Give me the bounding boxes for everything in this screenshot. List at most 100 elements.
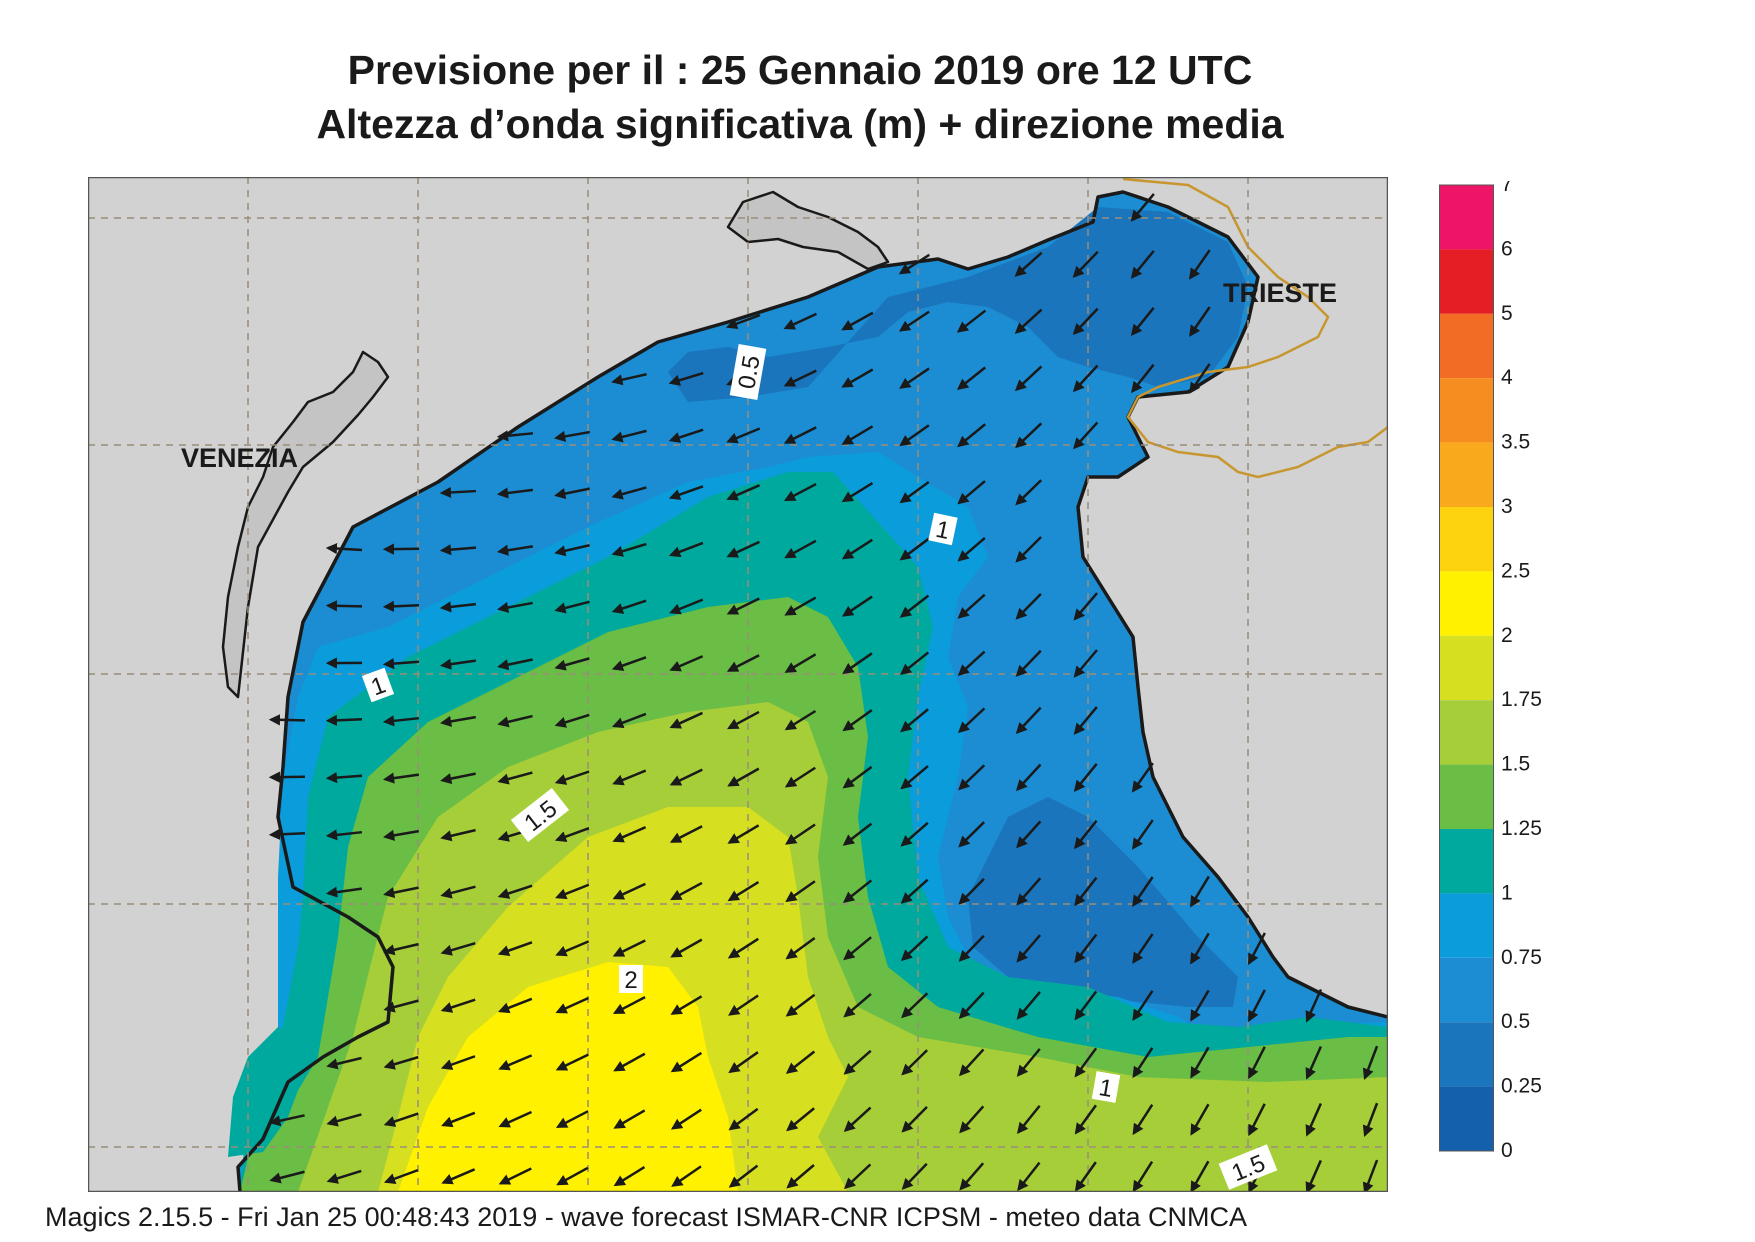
contour-label: 1 [1091, 1071, 1121, 1103]
direction-arrow [843, 1049, 872, 1075]
direction-arrow [325, 886, 363, 898]
direction-arrow [841, 538, 873, 560]
direction-arrow [1016, 991, 1041, 1020]
direction-arrow [899, 594, 930, 618]
direction-arrow [843, 936, 872, 961]
national-border [1122, 177, 1388, 479]
direction-arrow [843, 1106, 872, 1132]
svg-text:0.5: 0.5 [733, 353, 765, 391]
direction-arrow [498, 1054, 533, 1071]
direction-arrow [1015, 536, 1042, 563]
direction-arrow [554, 657, 590, 671]
direction-arrow [956, 309, 987, 333]
direction-arrow [1073, 592, 1099, 621]
direction-arrow [1362, 1102, 1379, 1137]
direction-arrow [382, 600, 420, 612]
direction-arrow [670, 995, 703, 1015]
direction-arrow [611, 656, 647, 671]
direction-arrow [1132, 876, 1154, 907]
direction-arrow [956, 366, 987, 391]
legend-tick-label: 3 [1501, 495, 1513, 518]
legend-tick-label: 1.5 [1501, 753, 1530, 776]
direction-arrow [1190, 1046, 1210, 1079]
legend-band [1439, 378, 1493, 443]
direction-arrow [612, 939, 646, 957]
direction-arrow [497, 884, 533, 899]
svg-text:1: 1 [1097, 1074, 1115, 1103]
direction-arrow [554, 487, 590, 500]
legend-band [1439, 1086, 1493, 1151]
legend-band [1439, 507, 1493, 572]
direction-arrow [726, 597, 760, 615]
direction-arrow [325, 829, 363, 841]
direction-arrow [786, 1107, 815, 1132]
direction-arrow [1131, 363, 1155, 394]
direction-arrows [268, 193, 1379, 1192]
direction-arrow [958, 764, 986, 791]
direction-arrow [670, 881, 703, 901]
direction-arrow [1074, 1104, 1097, 1135]
direction-arrow [900, 821, 929, 847]
direction-arrow [783, 426, 817, 444]
direction-arrow [383, 1112, 419, 1127]
direction-arrow [728, 994, 759, 1016]
direction-arrow [783, 482, 817, 502]
legend-band [1439, 764, 1493, 829]
direction-arrow [611, 429, 647, 443]
direction-arrow [555, 996, 589, 1014]
direction-arrow [785, 1050, 816, 1074]
direction-arrow [899, 651, 930, 675]
direction-arrow [383, 1168, 419, 1185]
direction-arrow [900, 708, 929, 733]
direction-arrow [726, 427, 761, 444]
direction-arrow [783, 369, 817, 387]
direction-arrow [1132, 990, 1154, 1022]
direction-arrow [383, 999, 419, 1013]
wave-height-bands [228, 207, 1388, 1192]
direction-arrow [497, 714, 533, 728]
direction-arrow [554, 544, 590, 557]
direction-arrow [1074, 990, 1098, 1021]
graticule [88, 177, 1388, 1192]
direction-arrow [1248, 932, 1266, 966]
direction-arrow [382, 715, 420, 727]
legend-band [1439, 442, 1493, 507]
direction-arrow [785, 880, 816, 903]
legend-band [1439, 249, 1493, 314]
legend-tick-label: 7 [1501, 181, 1513, 196]
direction-arrow [728, 1051, 759, 1074]
direction-arrow [497, 771, 533, 785]
map-subtitle: Altezza d’onda significativa (m) + direz… [316, 101, 1284, 147]
direction-arrow [1130, 250, 1155, 279]
direction-arrow [957, 536, 986, 562]
direction-arrow [613, 1109, 646, 1129]
direction-arrow [901, 1049, 929, 1076]
direction-arrow [1131, 819, 1154, 850]
direction-arrow [785, 823, 816, 845]
svg-text:1: 1 [933, 516, 952, 545]
direction-arrow [727, 937, 759, 959]
direction-arrow [1015, 649, 1042, 677]
direction-arrow [269, 1114, 305, 1127]
direction-arrow [441, 1168, 476, 1185]
direction-arrow [1016, 1104, 1041, 1135]
direction-arrow [383, 886, 419, 899]
legend-tick-label: 1.75 [1501, 688, 1542, 711]
direction-arrow [901, 992, 929, 1019]
direction-arrow [1073, 763, 1098, 792]
direction-arrow [1248, 1046, 1266, 1080]
direction-arrow [383, 1055, 419, 1070]
legend-frame [1439, 184, 1494, 1152]
direction-arrow [1305, 988, 1323, 1023]
legend-band [1439, 1022, 1493, 1087]
direction-arrow [1014, 251, 1043, 277]
direction-arrow [440, 772, 476, 785]
legend-band [1439, 957, 1493, 1023]
direction-arrow [841, 481, 874, 503]
direction-arrow [786, 1164, 815, 1189]
direction-arrow [1305, 1045, 1323, 1080]
direction-arrow [669, 655, 704, 672]
direction-arrow [554, 430, 590, 442]
direction-arrow [898, 253, 930, 275]
direction-arrow [958, 991, 985, 1020]
